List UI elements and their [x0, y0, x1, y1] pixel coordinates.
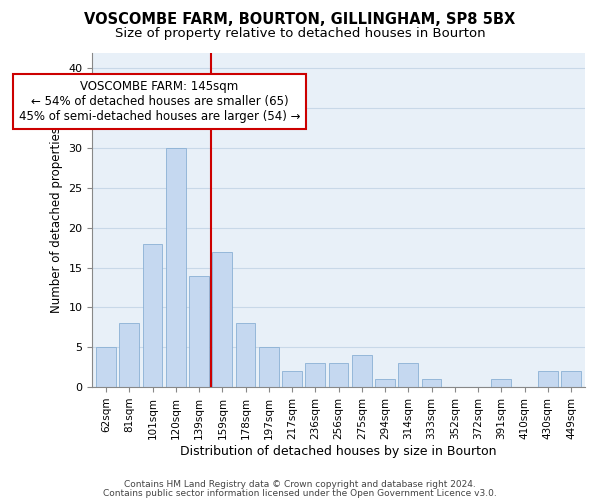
Text: Contains public sector information licensed under the Open Government Licence v3: Contains public sector information licen… — [103, 489, 497, 498]
Bar — [143, 244, 163, 387]
Bar — [236, 324, 256, 387]
Bar — [166, 148, 186, 387]
Bar — [259, 348, 279, 387]
Bar — [212, 252, 232, 387]
Bar — [352, 355, 371, 387]
Bar — [398, 363, 418, 387]
Bar — [422, 379, 442, 387]
Bar — [189, 276, 209, 387]
Bar — [96, 348, 116, 387]
Bar — [329, 363, 349, 387]
Text: VOSCOMBE FARM, BOURTON, GILLINGHAM, SP8 5BX: VOSCOMBE FARM, BOURTON, GILLINGHAM, SP8 … — [85, 12, 515, 28]
Bar — [305, 363, 325, 387]
Bar — [282, 371, 302, 387]
Bar — [119, 324, 139, 387]
Bar — [538, 371, 557, 387]
Text: Contains HM Land Registry data © Crown copyright and database right 2024.: Contains HM Land Registry data © Crown c… — [124, 480, 476, 489]
Bar — [375, 379, 395, 387]
Y-axis label: Number of detached properties: Number of detached properties — [50, 127, 63, 313]
Text: Size of property relative to detached houses in Bourton: Size of property relative to detached ho… — [115, 28, 485, 40]
Bar — [491, 379, 511, 387]
Text: VOSCOMBE FARM: 145sqm
← 54% of detached houses are smaller (65)
45% of semi-deta: VOSCOMBE FARM: 145sqm ← 54% of detached … — [19, 80, 301, 124]
X-axis label: Distribution of detached houses by size in Bourton: Distribution of detached houses by size … — [181, 444, 497, 458]
Bar — [561, 371, 581, 387]
